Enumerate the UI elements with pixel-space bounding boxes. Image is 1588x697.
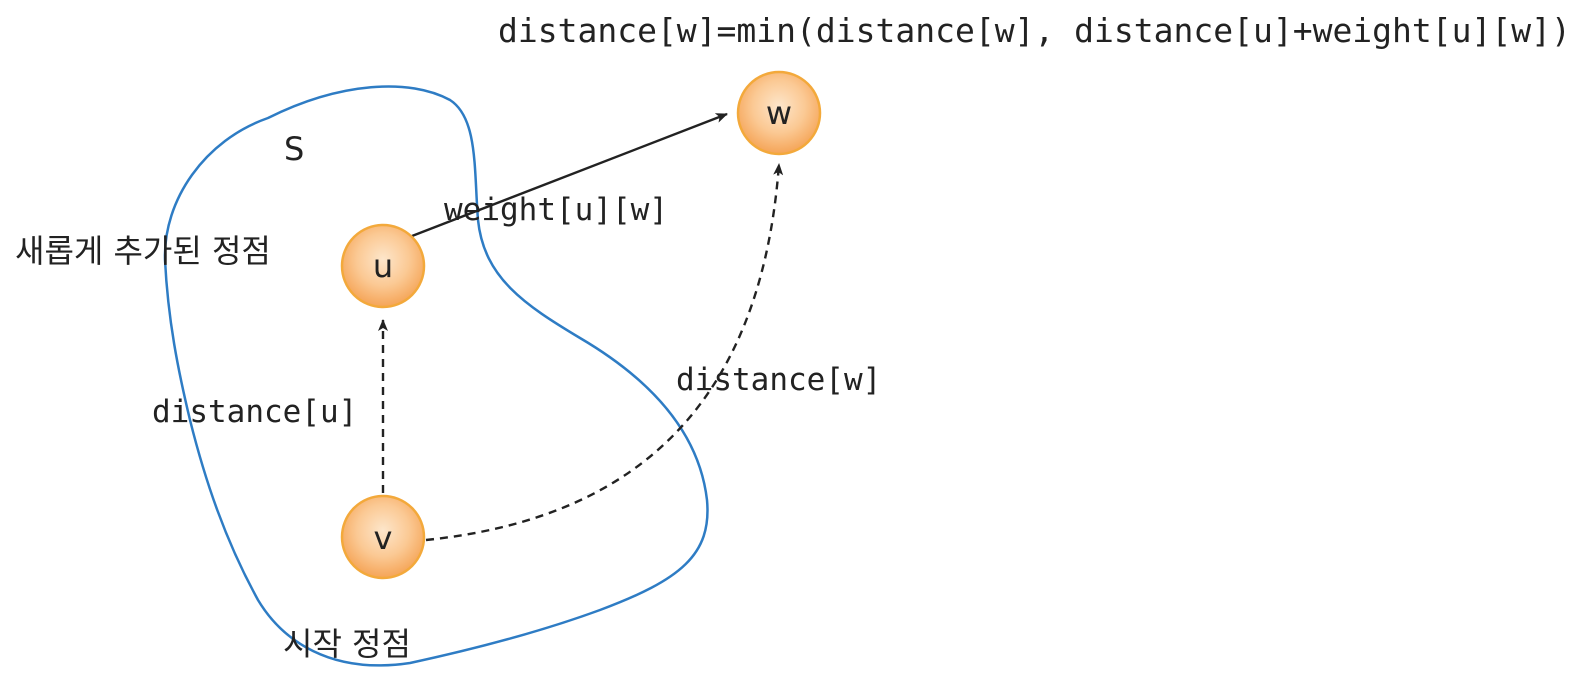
node-v: v: [340, 494, 426, 580]
set-s-label: S: [284, 130, 304, 168]
edge-label-distance-w: distance[w]: [676, 362, 881, 398]
node-u: u: [340, 223, 426, 309]
edge-v-w: [425, 163, 784, 542]
node-u-label: u: [373, 247, 393, 285]
edge-label-distance-u: distance[u]: [152, 394, 357, 430]
node-w: w: [736, 70, 822, 156]
edge-u-w: [411, 112, 728, 238]
node-v-label: v: [374, 519, 393, 557]
edge-label-weight: weight[u][w]: [444, 192, 668, 228]
node-v-caption: 시작 정점: [283, 625, 411, 663]
node-u-caption: 새롭게 추가된 정점: [15, 232, 271, 270]
node-w-label: w: [766, 94, 792, 132]
update-formula: distance[w]=min(distance[w], distance[u]…: [498, 11, 1571, 50]
set-s-outline: [163, 85, 709, 667]
